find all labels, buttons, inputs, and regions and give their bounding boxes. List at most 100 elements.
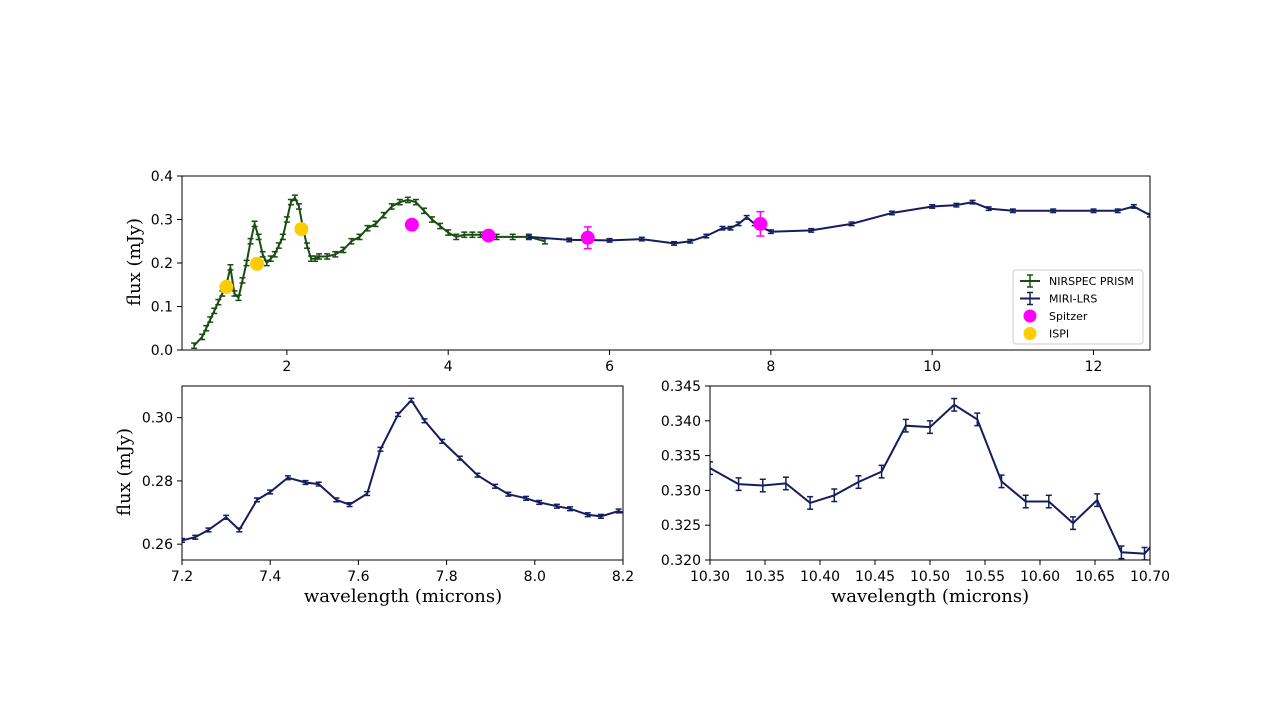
bottom-right-x-tick-label: 10.70 [1130,569,1170,585]
top-miri-lrs-errorbar [671,240,678,246]
top-nirspec-prism-errorbar [509,233,516,241]
bottom-right-miri-lrs-errorbar [735,477,742,492]
top-nirspec-prism-errorbar [247,237,254,245]
bottom-right-series-group [710,397,1164,560]
bottom-right-miri-lrs-errorbar [1094,493,1101,508]
bottom-left-y-tick-label: 0.26 [142,537,173,553]
top-nirspec-prism-errorbar [295,203,302,210]
bottom-left-axes: 7.2 7.4 7.6 7.8 8.0 8.2 0.26 0.28 0.30 [142,385,634,585]
top-y-axis-title: flux (mJy) [124,218,145,306]
bottom-right-x-axis-title: wavelength (microns) [831,586,1029,607]
top-miri-lrs-errorbar [953,202,960,208]
top-miri-lrs-errorbar [566,237,573,243]
top-y-tick-label: 0.3 [151,213,173,229]
bottom-left-miri-lrs-errorbar [522,495,529,501]
top-nirspec-prism-errorbar [211,307,218,315]
bottom-right-y-tick-label: 0.335 [661,449,701,465]
bottom-right-y-tick-label: 0.345 [661,379,701,395]
bottom-right-y-tick-label: 0.330 [661,483,701,499]
top-panel: 2 4 6 8 10 12 0.0 0.1 0.2 0.3 0.4 flux (mJy) NIRSP… [124,169,1151,375]
top-nirspec-prism-errorbar [356,233,363,241]
legend-label: Spitzer [1049,310,1088,323]
bottom-right-miri-lrs-errorbar [998,474,1005,489]
bottom-left-x-axis-title: wavelength (microns) [304,586,502,607]
bottom-left-x-tick-label: 7.2 [171,569,193,585]
legend-handle [1023,309,1037,323]
bottom-left-x-tick-label: 7.8 [435,569,457,585]
bottom-right-miri-lrs-errorbar [855,475,862,490]
top-ispi-point [219,279,234,294]
top-nirspec-prism-errorbar [412,198,419,206]
top-miri-lrs-errorbar [1050,208,1057,214]
top-miri-lrs-errorbar [848,221,855,227]
top-nirspec-prism-errorbar [227,263,234,271]
bottom-left-miri-lrs-errorbar [408,397,415,403]
bottom-left-miri-lrs-errorbar [223,514,230,520]
bottom-left-miri-lrs-errorbar [377,446,384,452]
bottom-right-y-tick-label: 0.320 [661,553,701,569]
top-nirspec-prism-errorbar [316,253,323,260]
top-ispi-point [250,256,265,271]
top-nirspec-prism-errorbar [453,233,460,241]
bottom-right-miri-lrs-errorbar [1118,545,1125,560]
bottom-left-miri-lrs-errorbar [205,527,212,533]
bottom-right-x-tick-label: 10.30 [690,569,730,585]
bottom-left-y-tick-label: 0.28 [142,474,173,490]
bottom-left-miri-lrs-errorbar [567,506,574,512]
top-nirspec-prism-errorbar [199,333,206,341]
bottom-left-y-axis-title: flux (mJy) [114,428,135,516]
bottom-right-miri-lrs-line [710,403,1150,555]
bottom-right-plot-area [710,397,1164,560]
bottom-right-miri-lrs-errorbar [1022,494,1029,509]
top-miri-lrs-errorbar [1090,208,1097,214]
legend-label: MIRI-LRS [1049,293,1097,306]
bottom-right-x-tick-label: 10.65 [1075,569,1115,585]
bottom-left-x-tick-label: 8.0 [524,569,546,585]
bottom-right-miri-lrs-errorbar [974,412,981,427]
bottom-right-frame [709,385,1151,561]
bottom-left-frame [181,385,624,561]
bottom-right-miri-lrs-errorbar [951,397,958,412]
top-nirspec-prism-errorbar [203,324,210,332]
top-nirspec-prism-errorbar [364,224,371,232]
legend-label: NIRSPEC PRISM [1049,275,1134,288]
top-y-tick-label: 0.2 [151,256,173,272]
top-nirspec-prism-errorbar [215,298,222,306]
bottom-right-axes: 10.30 10.35 10.40 10.45 10.50 10.55 10.60 10.65… [661,379,1170,585]
bottom-left-y-tick-label: 0.30 [142,411,173,427]
top-nirspec-prism-errorbar [275,242,282,249]
top-spitzer-point [481,228,496,243]
top-nirspec-prism-errorbar [239,277,246,284]
bottom-right-panel: 10.30 10.35 10.40 10.45 10.50 10.55 10.60 10.65… [661,379,1170,607]
bottom-left-miri-lrs-errorbar [536,499,543,506]
bottom-right-miri-lrs-errorbar [878,464,885,479]
bottom-left-miri-lrs-errorbar [597,513,604,519]
bottom-left-miri-lrs-errorbar [182,537,185,544]
top-nirspec-prism-errorbar [251,220,258,228]
bottom-right-y-tick-label: 0.340 [661,414,701,430]
top-frame [181,175,1151,351]
top-nirspec-prism-errorbar [287,198,294,206]
top-nirspec-prism-errorbar [271,250,278,258]
top-miri-lrs-errorbar [985,206,992,212]
bottom-right-x-tick-label: 10.40 [800,569,840,585]
top-nirspec-prism-errorbar [283,216,290,223]
top-miri-lrs-errorbar [606,237,613,243]
legend: NIRSPEC PRISM MIRI-LRS Spitzer ISPI [1012,269,1144,345]
bottom-left-miri-lrs-errorbar [492,483,499,489]
top-miri-lrs-errorbar [1147,212,1150,218]
bottom-right-miri-lrs-errorbar [1045,494,1052,509]
bottom-left-miri-lrs-errorbar [192,534,199,540]
bottom-right-miri-lrs-errorbar [1141,546,1148,560]
bottom-left-miri-lrs-errorbar [584,512,591,518]
bottom-left-miri-lrs-errorbar [615,508,622,514]
bottom-right-miri-lrs-errorbar [1158,529,1164,542]
top-y-tick-label: 0.4 [151,169,173,185]
top-ispi-point [294,222,309,237]
legend-label: ISPI [1049,328,1069,341]
top-plot-area [191,194,1150,350]
top-miri-lrs-errorbar [929,203,936,209]
top-miri-lrs-errorbar [735,221,742,227]
bottom-left-plot-area [182,397,623,544]
